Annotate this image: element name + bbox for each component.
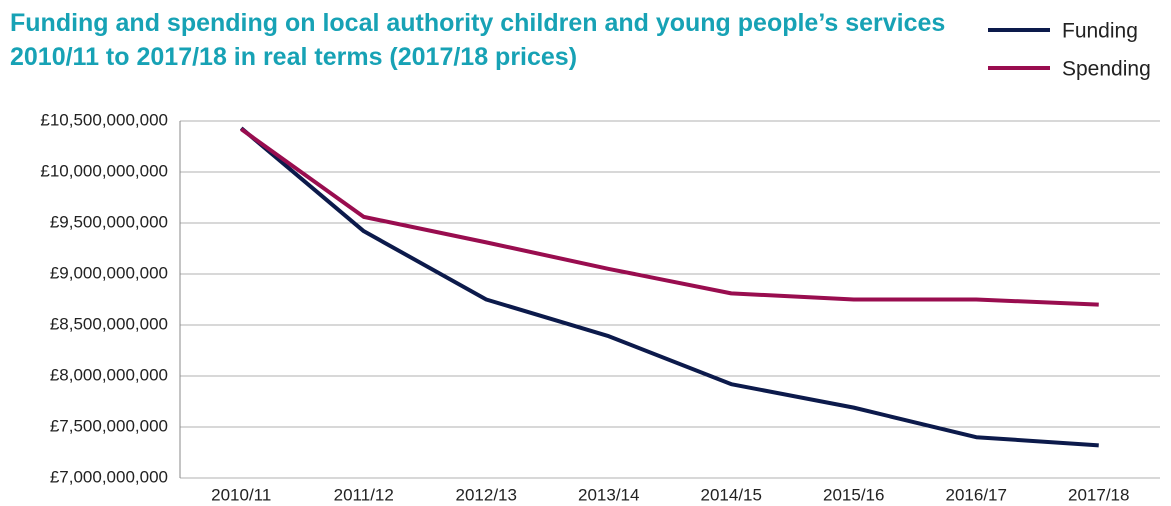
y-tick-label: £9,500,000,000 (50, 212, 168, 231)
y-tick-label: £7,000,000,000 (50, 467, 168, 486)
chart-title: Funding and spending on local authority … (10, 9, 946, 71)
line-series (240, 127, 1099, 307)
x-tick-label: 2013/14 (578, 485, 639, 504)
x-tick-label: 2015/16 (823, 485, 884, 504)
y-tick-label: £8,500,000,000 (50, 314, 168, 333)
x-tick-label: 2016/17 (946, 485, 1007, 504)
y-tick-label: £8,000,000,000 (50, 365, 168, 384)
legend-label: Funding (1062, 20, 1138, 43)
x-tick-label: 2011/12 (334, 485, 394, 504)
y-tick-label: £7,500,000,000 (50, 416, 168, 435)
y-tick-label: £10,000,000,000 (40, 161, 168, 180)
line-series (239, 126, 1099, 448)
x-tick-label: 2017/18 (1068, 485, 1129, 504)
y-tick-label: £9,000,000,000 (50, 263, 168, 282)
x-tick-label: 2012/13 (456, 485, 517, 504)
legend-label: Spending (1062, 58, 1151, 81)
x-tick-label: 2010/11 (211, 485, 271, 504)
y-tick-label: £10,500,000,000 (40, 110, 168, 129)
x-tick-label: 2014/15 (701, 485, 762, 504)
